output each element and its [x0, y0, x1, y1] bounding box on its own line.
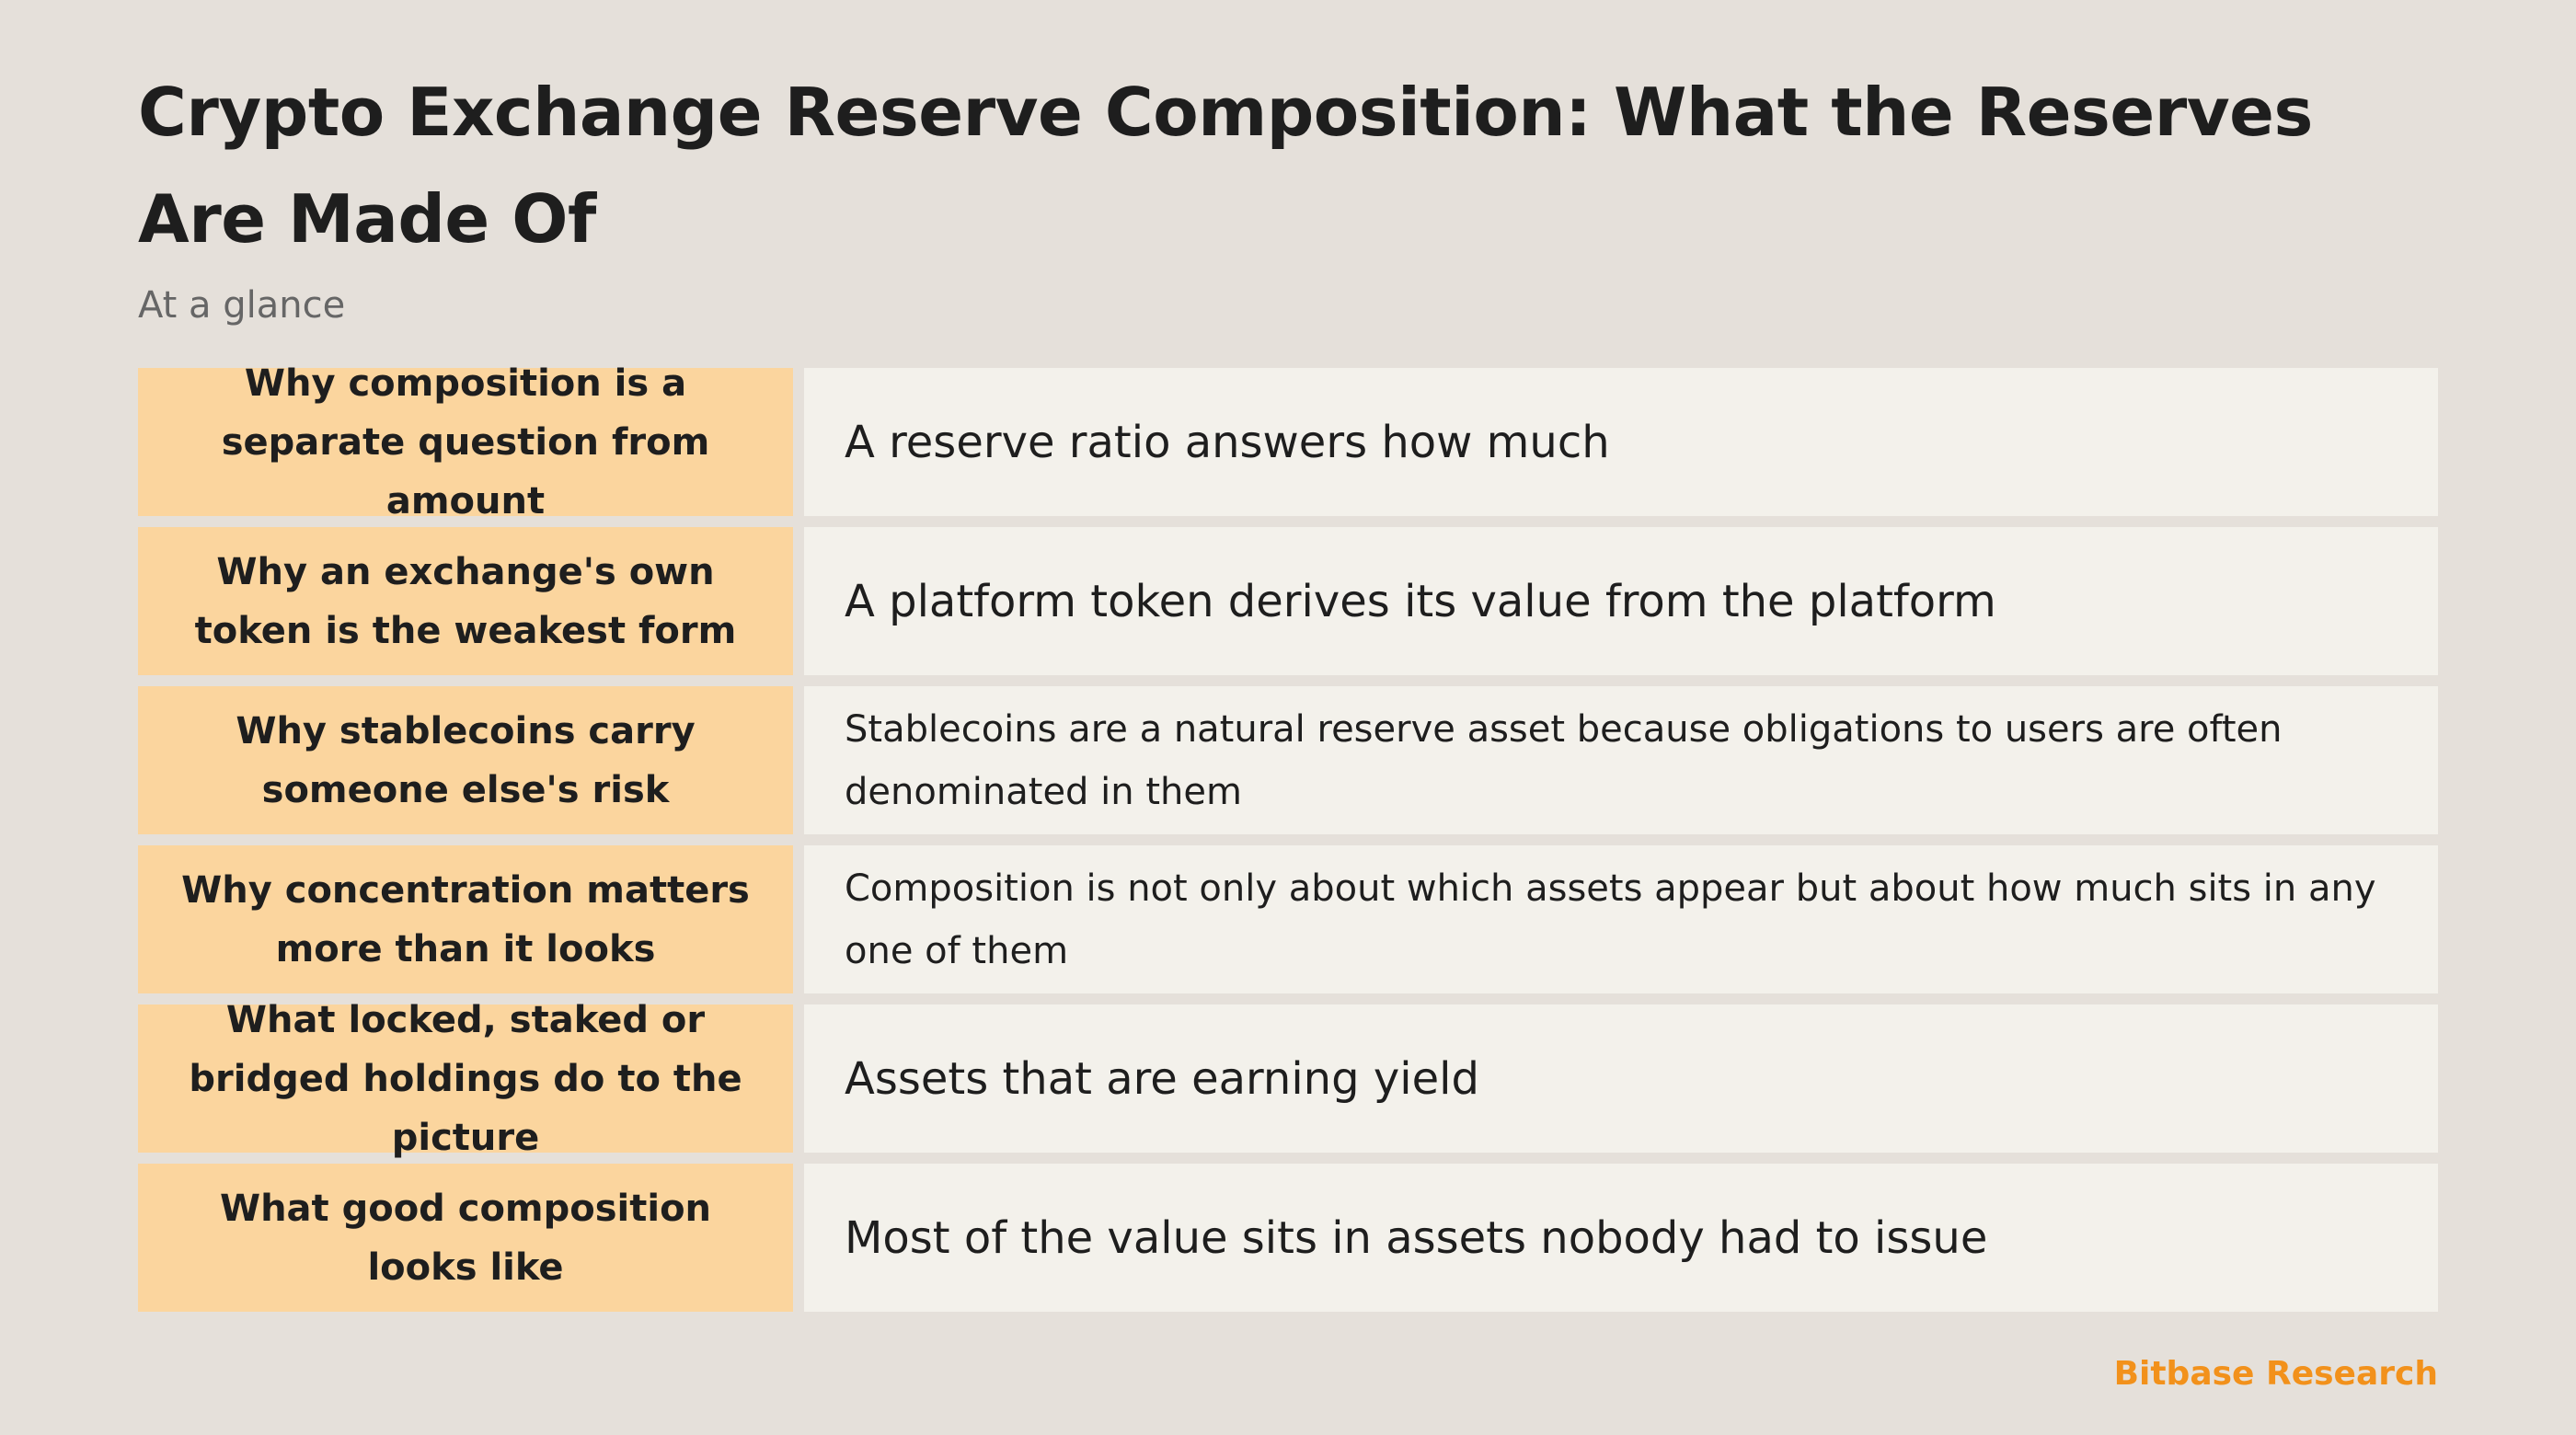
- table-row: What locked, staked or bridged holdings …: [138, 999, 2438, 1159]
- table-row: What good composition looks like Most of…: [138, 1164, 2438, 1312]
- publisher-credit: Bitbase Research: [2113, 1355, 2438, 1393]
- row-label: What locked, staked or bridged holdings …: [138, 999, 793, 1159]
- row-value: Stablecoins are a natural reserve asset …: [804, 686, 2438, 834]
- page-subtitle: At a glance: [138, 284, 346, 327]
- row-value: A reserve ratio answers how much: [804, 368, 2438, 516]
- page-title: Crypto Exchange Reserve Composition: Wha…: [138, 74, 2313, 258]
- table-row: Why an exchange's own token is the weake…: [138, 527, 2438, 675]
- table-row: Why stablecoins carry someone else's ris…: [138, 686, 2438, 834]
- row-label: Why concentration matters more than it l…: [138, 845, 793, 993]
- row-label: Why stablecoins carry someone else's ris…: [138, 686, 793, 834]
- table-row: Why composition is a separate question f…: [138, 362, 2438, 522]
- infographic: Crypto Exchange Reserve Composition: Wha…: [138, 59, 2438, 1312]
- row-value: A platform token derives its value from …: [804, 527, 2438, 675]
- row-value: Assets that are earning yield: [804, 1004, 2438, 1153]
- row-value: Most of the value sits in assets nobody …: [804, 1164, 2438, 1312]
- row-label: Why composition is a separate question f…: [138, 362, 793, 522]
- row-label: Why an exchange's own token is the weake…: [138, 527, 793, 675]
- summary-table: Why composition is a separate question f…: [138, 362, 2438, 1312]
- row-label: What good composition looks like: [138, 1164, 793, 1312]
- table-row: Why concentration matters more than it l…: [138, 845, 2438, 993]
- row-value: Composition is not only about which asse…: [804, 845, 2438, 993]
